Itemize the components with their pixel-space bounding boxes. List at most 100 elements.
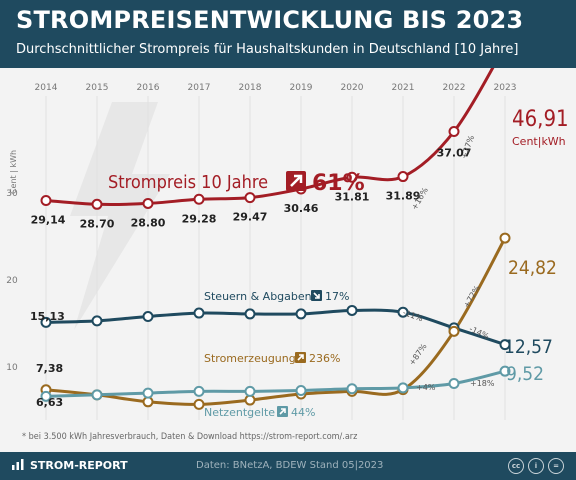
strompreis-value-2022: 37.07 — [437, 146, 472, 159]
x-tick-2019: 2019 — [290, 83, 313, 93]
strompreis-line — [45, 68, 495, 206]
strompreis-value-2014: 29,14 — [31, 213, 66, 226]
strompreis-point-2018 — [244, 192, 256, 204]
netzentgelte-value-2014: 6,63 — [36, 396, 63, 409]
page-subtitle: Durchschnittlicher Strompreis für Hausha… — [16, 42, 519, 57]
netzentgelte-change-2022: +4% — [416, 383, 436, 392]
arrow-up-right-icon — [286, 171, 306, 191]
x-tick-2020: 2020 — [341, 83, 364, 93]
strompreis-point-2021 — [397, 171, 409, 183]
steuern-change-2023: -14% — [468, 324, 491, 341]
y-axis-label: Cent | kWh — [9, 150, 18, 194]
x-tick-2023: 2023 — [494, 83, 517, 93]
stromerzeugung-point-2018 — [244, 394, 256, 406]
stromerzeugung-change: 236% — [309, 352, 340, 365]
stromerzeugung-point-2022 — [448, 325, 460, 337]
steuern-point-2015 — [91, 315, 103, 327]
arrow-up-right-icon — [277, 406, 288, 417]
brand-name: STROM-REPORT — [30, 459, 128, 472]
y-tick-30: 30 — [6, 189, 18, 199]
strompreis-value-2021: 31.89 — [386, 190, 421, 203]
netzentgelte-change: 44% — [291, 406, 315, 419]
page-title: STROMPREISENTWICKLUNG BIS 2023 — [16, 6, 524, 34]
strompreis-value-2018: 29.47 — [233, 211, 268, 224]
y-tick-20: 20 — [6, 276, 18, 286]
steuern-value-2023: 12,57 — [504, 336, 553, 358]
strompreis-point-2020 — [346, 171, 358, 183]
strompreis-value-2023: 46,91 — [512, 107, 569, 132]
x-tick-2014: 2014 — [35, 83, 58, 93]
stromerzeugung-change-2022: +87% — [407, 342, 429, 368]
x-tick-2022: 2022 — [443, 83, 466, 93]
netzentgelte-change-2023: +18% — [470, 379, 495, 388]
arrow-down-right-icon — [311, 290, 322, 301]
netzentgelte-point-2015 — [91, 389, 103, 401]
strompreis-point-2017 — [193, 193, 205, 205]
header-banner: STROMPREISENTWICKLUNG BIS 2023 Durchschn… — [0, 0, 576, 68]
steuern-point-2020 — [346, 304, 358, 316]
data-source: Daten: BNetzA, BDEW Stand 05|2023 — [196, 460, 384, 471]
netzentgelte-series-name: Netzentgelte — [204, 406, 275, 419]
steuern-line — [45, 308, 506, 347]
strompreis-value-2015: 28.70 — [80, 217, 115, 230]
strompreis-value-2017: 29.28 — [182, 212, 217, 225]
brand-logo[interactable]: STROM-REPORT — [12, 459, 128, 472]
sa-license-icon[interactable]: = — [548, 458, 564, 474]
stromerzeugung-value-2023: 24,82 — [508, 257, 557, 279]
x-tick-2016: 2016 — [137, 83, 160, 93]
steuern-series-name: Steuern & Abgaben — [204, 290, 312, 303]
by-license-icon[interactable]: i — [528, 458, 544, 474]
steuern-point-2016 — [142, 311, 154, 323]
stromerzeugung-change-2023: +72% — [462, 284, 482, 310]
steuern-value-2014: 15,13 — [30, 310, 65, 323]
strompreis-value-2020: 31.81 — [335, 190, 370, 203]
netzentgelte-point-2023 — [499, 365, 511, 377]
strompreis-unit: Cent|kWh — [512, 135, 566, 148]
netzentgelte-point-2017 — [193, 385, 205, 397]
netzentgelte-point-2016 — [142, 387, 154, 399]
netzentgelte-point-2022 — [448, 378, 460, 390]
strompreis-point-2015 — [91, 198, 103, 210]
bar-chart-icon — [12, 459, 24, 470]
x-tick-2021: 2021 — [392, 83, 415, 93]
stromerzeugung-point-2017 — [193, 398, 205, 410]
stromerzeugung-point-2016 — [142, 396, 154, 408]
strompreis-value-2019: 30.46 — [284, 202, 319, 215]
strompreis-series-name: Strompreis 10 Jahre — [108, 172, 268, 193]
steuern-point-2023 — [499, 339, 511, 351]
lightning-bolt-icon — [70, 102, 170, 330]
steuern-point-2021 — [397, 306, 409, 318]
stromerzeugung-series-name: Stromerzeugung — [204, 352, 296, 365]
strompreis-point-2016 — [142, 197, 154, 209]
netzentgelte-point-2021 — [397, 382, 409, 394]
netzentgelte-point-2020 — [346, 383, 358, 395]
footnote: * bei 3.500 kWh Jahresverbrauch, Daten &… — [22, 432, 358, 442]
footer-bar: STROM-REPORT Daten: BNetzA, BDEW Stand 0… — [0, 452, 576, 480]
strompreis-point-2022 — [448, 125, 460, 137]
strompreis-value-2016: 28.80 — [131, 216, 166, 229]
x-tick-2017: 2017 — [188, 83, 211, 93]
steuern-point-2018 — [244, 308, 256, 320]
stromerzeugung-point-2023 — [499, 232, 511, 244]
x-tick-2018: 2018 — [239, 83, 262, 93]
chart-area: 10 20 30 Cent | kWh 2014 2015 2016 2017 2018 201… — [0, 68, 576, 452]
steuern-point-2019 — [295, 308, 307, 320]
cc-license-icon[interactable]: cc — [508, 458, 524, 474]
netzentgelte-line — [45, 369, 506, 398]
steuern-change-2022: -11% — [402, 308, 425, 324]
netzentgelte-point-2018 — [244, 385, 256, 397]
y-tick-10: 10 — [6, 363, 18, 373]
stromerzeugung-value-2014: 7,38 — [36, 362, 63, 375]
netzentgelte-value-2023: 9,52 — [506, 363, 544, 385]
strompreis-point-2014 — [40, 194, 52, 206]
steuern-point-2014 — [40, 316, 52, 328]
stromerzeugung-line — [45, 237, 507, 406]
x-tick-2015: 2015 — [86, 83, 109, 93]
netzentgelte-point-2019 — [295, 384, 307, 396]
strompreis-change: 61% — [312, 171, 365, 196]
netzentgelte-point-2014 — [40, 390, 52, 402]
steuern-point-2017 — [193, 307, 205, 319]
steuern-change: 17% — [325, 290, 349, 303]
arrow-up-right-icon — [295, 352, 306, 363]
